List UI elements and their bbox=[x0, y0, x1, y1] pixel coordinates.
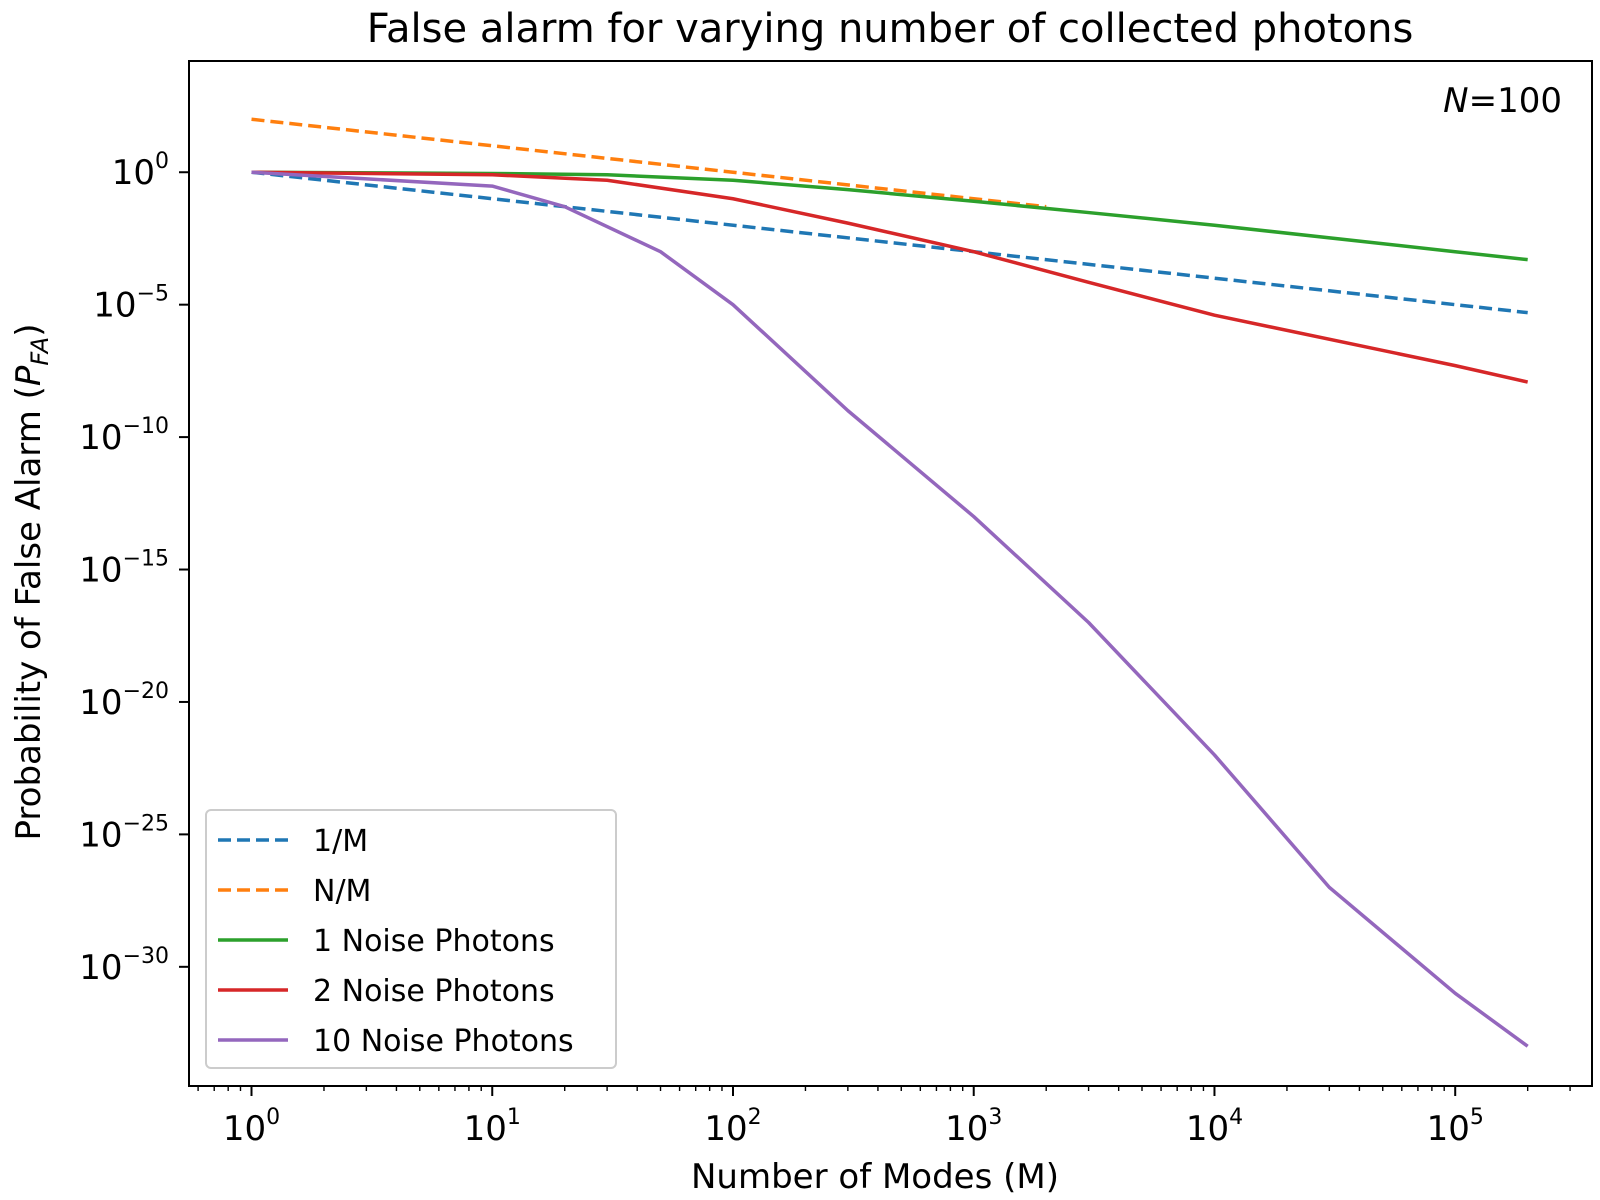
y-ticks: 100 10−5 10−10 10−15 10−20 10−25 10−30 bbox=[79, 149, 189, 988]
x-tick-label-0: 100 bbox=[223, 1105, 280, 1149]
annotation-n: N=100 bbox=[1443, 81, 1562, 121]
x-tick-label-4: 104 bbox=[1186, 1105, 1243, 1149]
y-tick-label-6: 10−30 bbox=[79, 944, 169, 988]
legend-label-2: N/M bbox=[313, 874, 371, 909]
series-line-2 bbox=[251, 117, 1047, 209]
y-tick-label-3: 10−15 bbox=[79, 547, 169, 591]
x-tick-label-3: 103 bbox=[945, 1105, 1002, 1149]
series-line-4 bbox=[251, 170, 1529, 384]
legend: 1/M N/M 1 Noise Photons 2 Noise Photons 10 N… bbox=[205, 809, 617, 1069]
legend-label-3: 1 Noise Photons bbox=[313, 924, 555, 959]
legend-label-4: 2 Noise Photons bbox=[313, 974, 555, 1009]
plot-frame bbox=[188, 60, 1593, 1087]
y-axis-label-end: ) bbox=[9, 324, 49, 337]
y-tick-label-1: 10−5 bbox=[93, 282, 169, 326]
y-tick-label-2: 10−10 bbox=[79, 414, 169, 458]
y-tick-label-5: 10−25 bbox=[79, 811, 169, 855]
y-tick-label-4: 10−20 bbox=[79, 679, 169, 723]
x-axis-label: Number of Modes (M) bbox=[691, 1157, 1059, 1197]
x-ticks: 100 101 102 103 104 105 bbox=[197, 1086, 1571, 1149]
chart-title: False alarm for varying number of collec… bbox=[367, 6, 1414, 52]
series-line-1 bbox=[251, 170, 1528, 315]
annotation-n-value: =100 bbox=[1469, 81, 1562, 121]
y-tick-label-0: 100 bbox=[112, 149, 169, 193]
y-axis-label: Probability of False Alarm (PFA) bbox=[9, 324, 54, 841]
series-line-3 bbox=[251, 170, 1528, 262]
legend-frame bbox=[205, 809, 617, 1069]
x-tick-label-5: 105 bbox=[1427, 1105, 1484, 1149]
legend-label-5: 10 Noise Photons bbox=[313, 1024, 574, 1059]
y-axis-label-sub: FA bbox=[26, 337, 54, 366]
x-tick-label-2: 102 bbox=[704, 1105, 761, 1149]
series-group bbox=[251, 117, 1529, 1048]
y-axis-label-symbol: P bbox=[9, 365, 49, 386]
series-line-5 bbox=[251, 170, 1529, 1048]
legend-label-1: 1/M bbox=[313, 824, 368, 859]
y-axis-label-main: Probability of False Alarm ( bbox=[9, 386, 49, 840]
legend-items: 1/M N/M 1 Noise Photons 2 Noise Photons 10 N… bbox=[218, 824, 574, 1059]
x-tick-label-1: 101 bbox=[464, 1105, 521, 1149]
annotation-n-symbol: N bbox=[1443, 81, 1468, 121]
